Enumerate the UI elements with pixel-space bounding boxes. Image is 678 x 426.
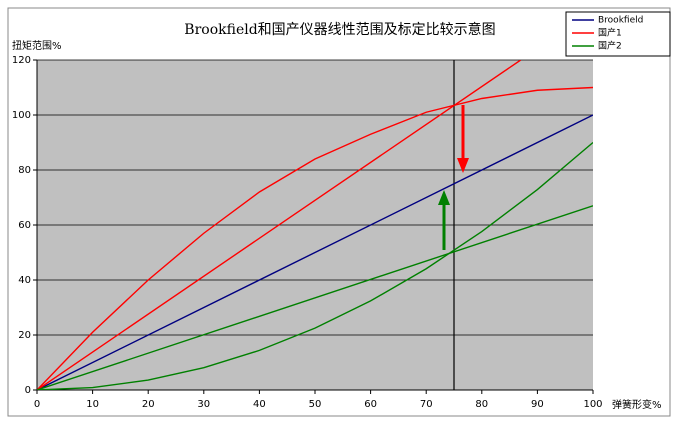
legend-label: Brookfield: [598, 16, 643, 26]
y-tick-label: 20: [18, 330, 31, 341]
x-tick-label: 0: [34, 399, 40, 410]
x-axis-label: 弹簧形变%: [612, 398, 662, 411]
arrow-head: [438, 190, 450, 205]
series-line: [37, 86, 593, 390]
arrow-head: [457, 158, 469, 173]
x-tick-label: 20: [142, 399, 155, 410]
x-tick-label: 80: [475, 399, 488, 410]
arrows: [438, 105, 469, 250]
y-tick-label: 80: [18, 165, 31, 176]
series-line: [37, 205, 593, 390]
series-line: [37, 60, 522, 390]
x-tick-label: 100: [583, 399, 602, 410]
series-line: [37, 141, 593, 390]
y-tick-label: 40: [18, 275, 31, 286]
y-tick-label: 0: [25, 385, 31, 396]
series-line: [37, 114, 593, 390]
plot: 0 20 40 60 80 100 120 0 10 20 30 40 50 60 70 80 90 100: [12, 55, 603, 410]
y-tick-label: 60: [18, 220, 31, 231]
legend-label: 国产2: [598, 40, 622, 52]
y-axis-label: 扭矩范围%: [12, 39, 62, 52]
y-tick-label: 120: [12, 55, 31, 66]
x-tick-label: 50: [309, 399, 322, 410]
y-tick-label: 100: [12, 110, 31, 121]
x-tick-label: 40: [253, 399, 266, 410]
x-tick-label: 70: [420, 399, 433, 410]
x-tick-label: 10: [86, 399, 99, 410]
x-tick-label: 60: [364, 399, 377, 410]
x-tick-label: 90: [531, 399, 544, 410]
chart-title: Brookfield和国产仪器线性范围及标定比较示意图: [184, 21, 495, 38]
legend-label: 国产1: [598, 27, 622, 39]
x-tick-label: 30: [197, 399, 210, 410]
